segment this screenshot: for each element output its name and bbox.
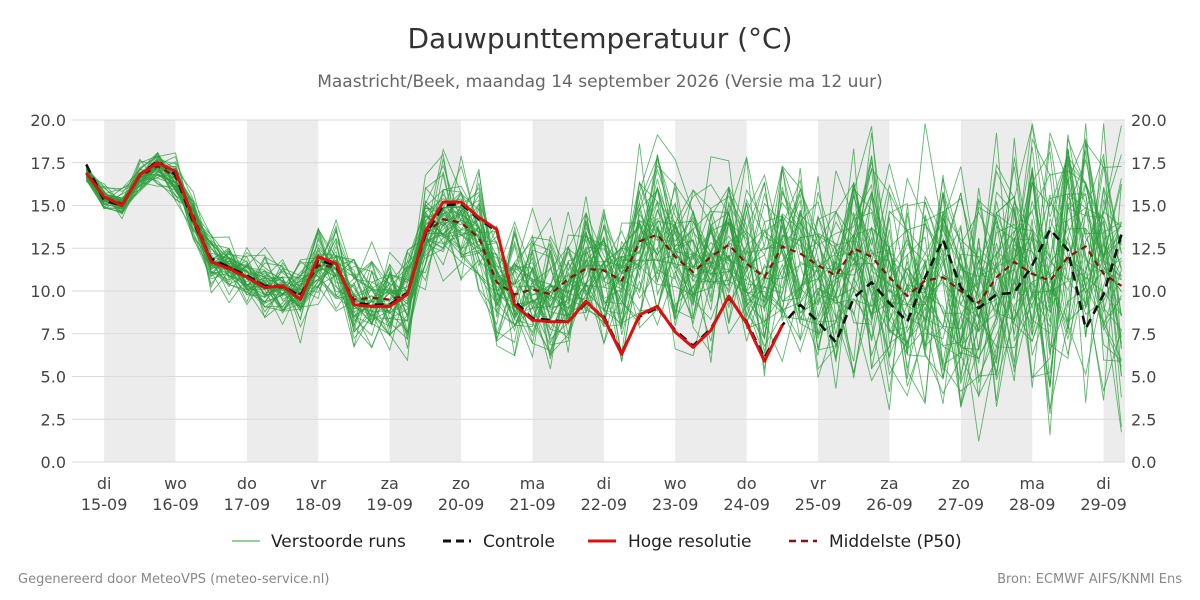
y-tick-right: 10.0: [1131, 282, 1167, 301]
x-tick-day: do: [237, 474, 257, 493]
x-tick-day: ma: [520, 474, 545, 493]
ensemble-run-line: [85, 156, 1122, 409]
legend-label-control: Controle: [483, 532, 555, 552]
y-tick-right: 15.0: [1131, 197, 1167, 216]
y-tick-right: 12.5: [1131, 239, 1167, 258]
x-tick-day: za: [880, 474, 898, 493]
x-tick-date: 24-09: [723, 495, 770, 514]
x-tick-date: 29-09: [1080, 495, 1127, 514]
x-tick-day: zo: [452, 474, 470, 493]
chart-title: Dauwpunttemperatuur (°C): [407, 22, 793, 55]
ensemble-run-line: [85, 166, 1122, 352]
y-tick-left: 15.0: [30, 197, 66, 216]
y-tick-left: 12.5: [30, 239, 66, 258]
legend-label-median: Middelste (P50): [829, 532, 962, 552]
y-tick-right: 2.5: [1131, 410, 1156, 429]
ensemble-run-line: [85, 139, 1122, 388]
chart-legend: Verstoorde runs Controle Hoge resolutie …: [232, 532, 962, 552]
x-tick-day: zo: [952, 474, 970, 493]
y-tick-left: 5.0: [41, 368, 66, 387]
x-tick-date: 21-09: [509, 495, 556, 514]
ensemble-run-line: [85, 168, 1122, 356]
chart-subtitle: Maastricht/Beek, maandag 14 september 20…: [317, 72, 883, 92]
legend-label-hires: Hoge resolutie: [628, 532, 752, 552]
y-tick-right: 20.0: [1131, 111, 1167, 130]
x-tick-day: di: [97, 474, 112, 493]
high-resolution-line: [85, 161, 784, 363]
x-tick-day: vr: [310, 474, 326, 493]
y-tick-left: 7.5: [41, 325, 66, 344]
x-tick-date: 23-09: [652, 495, 699, 514]
ensemble-run-line: [85, 167, 1122, 407]
x-tick-day: wo: [164, 474, 187, 493]
x-tick-date: 15-09: [81, 495, 128, 514]
ensemble-run-line: [85, 134, 1122, 379]
x-tick-day: di: [1096, 474, 1111, 493]
y-tick-left: 20.0: [30, 111, 66, 130]
x-tick-date: 20-09: [438, 495, 485, 514]
x-tick-day: za: [381, 474, 399, 493]
x-tick-day: do: [737, 474, 757, 493]
footer-source: Bron: ECMWF AIFS/KNMI Ens: [997, 572, 1182, 587]
y-tick-left: 17.5: [30, 154, 66, 173]
legend-label-ensemble: Verstoorde runs: [271, 532, 406, 552]
footer-generator: Gegenereerd door MeteoVPS (meteo-service…: [18, 572, 330, 587]
ensemble-run-line: [85, 125, 1122, 402]
y-tick-left: 2.5: [41, 410, 66, 429]
x-tick-date: 16-09: [152, 495, 199, 514]
x-tick-date: 18-09: [295, 495, 342, 514]
x-tick-date: 28-09: [1009, 495, 1056, 514]
y-tick-left: 10.0: [30, 282, 66, 301]
x-tick-day: vr: [810, 474, 826, 493]
y-tick-right: 17.5: [1131, 154, 1167, 173]
x-tick-date: 26-09: [866, 495, 913, 514]
x-tick-date: 17-09: [224, 495, 271, 514]
x-tick-day: ma: [1019, 474, 1044, 493]
x-tick-date: 27-09: [938, 495, 985, 514]
ensemble-run-line: [85, 166, 1122, 398]
x-tick-date: 22-09: [581, 495, 628, 514]
y-tick-right: 0.0: [1131, 453, 1156, 472]
x-tick-date: 25-09: [795, 495, 842, 514]
y-tick-right: 7.5: [1131, 325, 1156, 344]
x-tick-day: di: [597, 474, 612, 493]
ensemble-run-line: [85, 157, 1122, 384]
y-tick-right: 5.0: [1131, 368, 1156, 387]
y-tick-left: 0.0: [41, 453, 66, 472]
x-tick-date: 19-09: [366, 495, 413, 514]
ensemble-run-line: [85, 150, 1122, 433]
x-tick-day: wo: [664, 474, 687, 493]
